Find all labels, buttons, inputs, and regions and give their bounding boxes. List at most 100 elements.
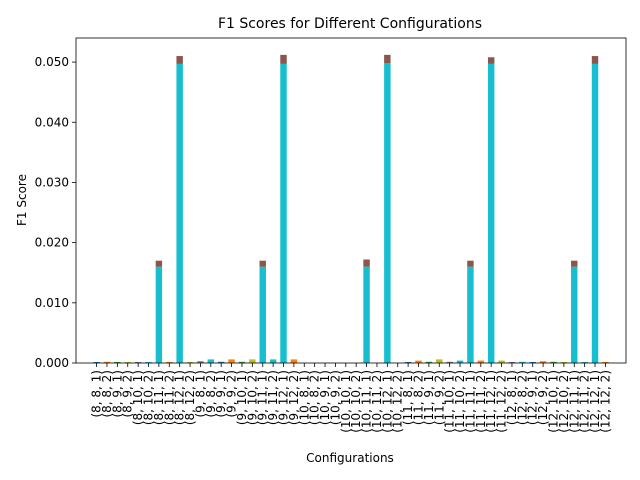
bar-4 bbox=[134, 362, 142, 363]
bar-segment-base bbox=[176, 63, 183, 363]
y-tick-label: 0.000 bbox=[35, 356, 69, 370]
bar-segment bbox=[249, 359, 256, 363]
x-tick-label: (8, 11, 1) bbox=[152, 370, 166, 425]
x-ticks: (8, 8, 1)(8, 8, 2)(8, 9, 1)(8, 9, 2)(8, … bbox=[90, 363, 612, 433]
bar-33 bbox=[436, 359, 443, 363]
bar-segment bbox=[415, 360, 422, 363]
x-tick-label: (11, 10, 2) bbox=[453, 370, 467, 433]
bar-40 bbox=[508, 362, 516, 363]
x-tick-label: (8, 9, 2) bbox=[121, 370, 135, 418]
bar-35 bbox=[456, 360, 464, 363]
bar-10 bbox=[197, 361, 204, 363]
x-tick-label: (10, 12, 2) bbox=[391, 370, 405, 433]
x-tick-label: (11, 9, 1) bbox=[422, 370, 436, 425]
bar-32 bbox=[425, 361, 433, 363]
bar-segment bbox=[425, 361, 433, 363]
x-tick-label: (9, 9, 2) bbox=[225, 370, 239, 418]
bar-42 bbox=[529, 362, 536, 363]
x-tick-label: (9, 12, 2) bbox=[287, 370, 301, 425]
bar-1 bbox=[103, 361, 111, 363]
x-tick-label: (11, 8, 2) bbox=[411, 370, 425, 425]
x-tick-label: (12, 11, 2) bbox=[578, 370, 592, 433]
bar-41 bbox=[519, 361, 526, 363]
bar-segment bbox=[134, 362, 142, 363]
bar-segment-cap bbox=[155, 260, 163, 267]
x-tick-label: (9, 11, 1) bbox=[256, 370, 270, 425]
bar-28 bbox=[384, 54, 391, 364]
y-axis-title: F1 Score bbox=[15, 174, 29, 226]
y-ticks: 0.000 0.010 0.020 0.030 0.040 0.050 bbox=[35, 55, 76, 370]
bar-segment bbox=[581, 362, 588, 363]
axes-layer bbox=[75, 37, 627, 364]
y-tick-label: 0.010 bbox=[35, 296, 69, 310]
bar-segment-base bbox=[155, 266, 163, 363]
bar-segment-cap bbox=[176, 56, 183, 64]
bar-38 bbox=[487, 57, 495, 363]
bar-segment-base bbox=[591, 63, 599, 363]
bar-segment-base bbox=[467, 266, 474, 363]
y-tick-label: 0.030 bbox=[35, 175, 69, 189]
bar-segment bbox=[436, 359, 443, 363]
bar-segment bbox=[269, 359, 277, 363]
bar-segment bbox=[114, 362, 121, 363]
bar-39 bbox=[498, 360, 505, 363]
bar-segment-base bbox=[384, 63, 391, 364]
x-tick-label: (11, 10, 1) bbox=[443, 370, 457, 433]
bar-segment-cap bbox=[280, 54, 287, 64]
bar-segment bbox=[124, 362, 131, 363]
x-tick-label: (12, 12, 1) bbox=[588, 370, 602, 433]
bar-segment bbox=[550, 361, 557, 363]
bar-12 bbox=[217, 361, 225, 363]
bar-34 bbox=[446, 361, 453, 363]
bar-segment bbox=[498, 360, 505, 363]
x-tick-label: (12, 10, 1) bbox=[546, 370, 560, 433]
y-tick-label: 0.020 bbox=[35, 236, 69, 250]
bar-segment-base bbox=[280, 63, 287, 363]
bar-45 bbox=[560, 362, 568, 363]
x-axis-title: Configurations bbox=[306, 451, 394, 465]
bar-segment bbox=[477, 360, 485, 363]
x-tick-label: (11, 11, 1) bbox=[463, 370, 477, 433]
x-tick-label: (10, 8, 1) bbox=[297, 370, 311, 425]
x-tick-label: (12, 11, 1) bbox=[567, 370, 581, 433]
bar-segment bbox=[238, 361, 246, 363]
bar-8 bbox=[176, 56, 183, 363]
bar-segment bbox=[446, 361, 453, 363]
bar-segment bbox=[456, 360, 464, 363]
bar-7 bbox=[166, 362, 173, 363]
bar-segment bbox=[519, 361, 526, 363]
x-tick-label: (8, 12, 2) bbox=[183, 370, 197, 425]
bar-segment-cap bbox=[384, 54, 391, 64]
x-tick-label: (8, 9, 1) bbox=[110, 370, 124, 418]
bar-47 bbox=[581, 362, 588, 363]
bar-31 bbox=[415, 360, 422, 363]
bar-segment bbox=[166, 362, 173, 363]
bar-9 bbox=[186, 362, 194, 363]
bar-segment bbox=[560, 362, 568, 363]
x-tick-label: (9, 8, 1) bbox=[193, 370, 207, 418]
bar-44 bbox=[550, 361, 557, 363]
bar-11 bbox=[207, 359, 215, 363]
bar-18 bbox=[280, 54, 287, 363]
bar-37 bbox=[477, 360, 485, 363]
x-tick-label: (11, 11, 2) bbox=[474, 370, 488, 433]
bar-14 bbox=[238, 361, 246, 363]
plot-frame bbox=[75, 37, 627, 364]
x-tick-label: (10, 9, 2) bbox=[328, 370, 342, 425]
x-tick-label: (12, 8, 1) bbox=[505, 370, 519, 425]
x-tick-label: (11, 9, 2) bbox=[432, 370, 446, 425]
bar-segment-base bbox=[487, 63, 495, 363]
x-tick-label: (9, 9, 1) bbox=[214, 370, 228, 418]
bar-2 bbox=[114, 362, 121, 363]
y-tick-label: 0.050 bbox=[35, 55, 69, 69]
bar-segment bbox=[529, 362, 536, 363]
bar-3 bbox=[124, 362, 131, 363]
bar-15 bbox=[249, 359, 256, 363]
bar-19 bbox=[290, 359, 298, 363]
bar-segment bbox=[103, 361, 111, 363]
x-tick-label: (10, 10, 1) bbox=[339, 370, 353, 433]
bar-26 bbox=[363, 259, 370, 363]
x-tick-label: (10, 12, 1) bbox=[380, 370, 394, 433]
bar-46 bbox=[571, 260, 578, 363]
x-tick-label: (9, 12, 1) bbox=[277, 370, 291, 425]
